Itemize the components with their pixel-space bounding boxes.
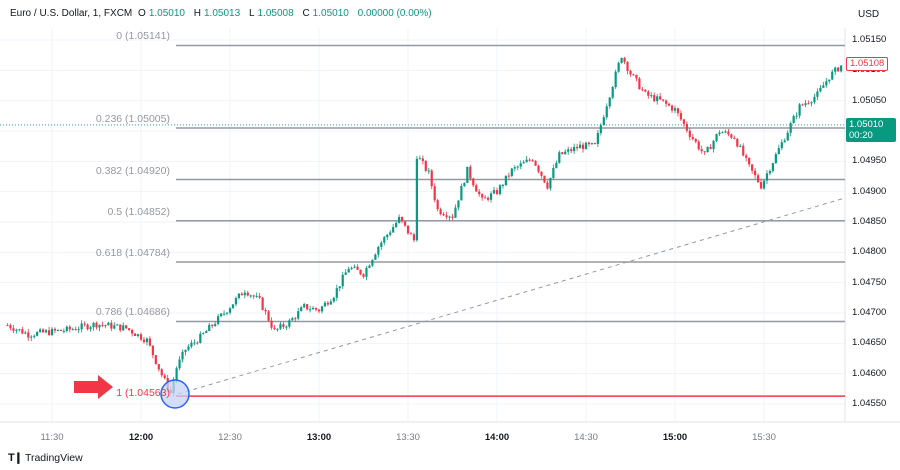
fib-level-label: 0.382 (1.04920) [95,164,170,177]
currency-label: USD [858,9,880,20]
symbol-title: Euro / U.S. Dollar, 1, FXCM [10,8,133,19]
close-value: C 1.05010 [302,8,349,19]
time-tick-label: 11:30 [40,432,64,443]
time-tick-label: 13:30 [396,432,420,443]
fib-level-label: 0.5 (1.04852) [107,205,170,218]
low-value: L 1.05008 [248,8,294,19]
price-tick-label: 1.04600 [852,367,887,379]
time-tick-label: 13:00 [306,432,332,443]
price-tick-label: 1.04700 [852,307,887,318]
fib-level-label: 0 (1.05141) [116,30,170,43]
fib-level-label: 0.618 (1.04784) [95,247,170,260]
high-value: H 1.05013 [193,8,241,19]
price-tick-label: 1.04850 [852,216,887,227]
price-tick-label: 1.04750 [852,276,887,288]
time-tick-label: 14:30 [574,432,598,443]
time-tick-label: 15:00 [662,432,688,443]
last-price-tag: 1.05010 00:20 [846,118,896,142]
current-price-tag: 1.05108 [846,57,889,71]
price-tick-label: 1.05050 [852,94,887,106]
fib-level-label: 0.236 (1.05005) [95,112,170,125]
price-tick-label: 1.04550 [852,398,887,409]
tradingview-logo-icon: T❙ [8,452,23,464]
chart-legend: Euro / U.S. Dollar, 1, FXCM O 1.05010 H 1.… [10,8,435,19]
time-tick-label: 12:30 [218,432,242,443]
price-tick-label: 1.05150 [852,34,887,45]
fib-level-label: 0.786 (1.04686) [95,306,170,319]
fib-level-label: 1 (1.04563) [116,387,170,400]
price-tick-label: 1.04950 [852,155,887,167]
price-tick-label: 1.04900 [852,185,887,197]
bar-countdown: 00:20 [849,130,873,141]
time-tick-label: 15:30 [752,432,776,443]
price-tick-label: 1.04650 [852,337,887,349]
time-tick-label: 14:00 [484,432,510,443]
tradingview-brand[interactable]: T❙ TradingView [8,451,83,465]
price-tick-label: 1.04800 [852,246,887,258]
change-value: 0.00000 (0.00%) [357,8,432,19]
time-tick-label: 12:00 [128,432,154,443]
open-value: O 1.05010 [138,8,185,19]
